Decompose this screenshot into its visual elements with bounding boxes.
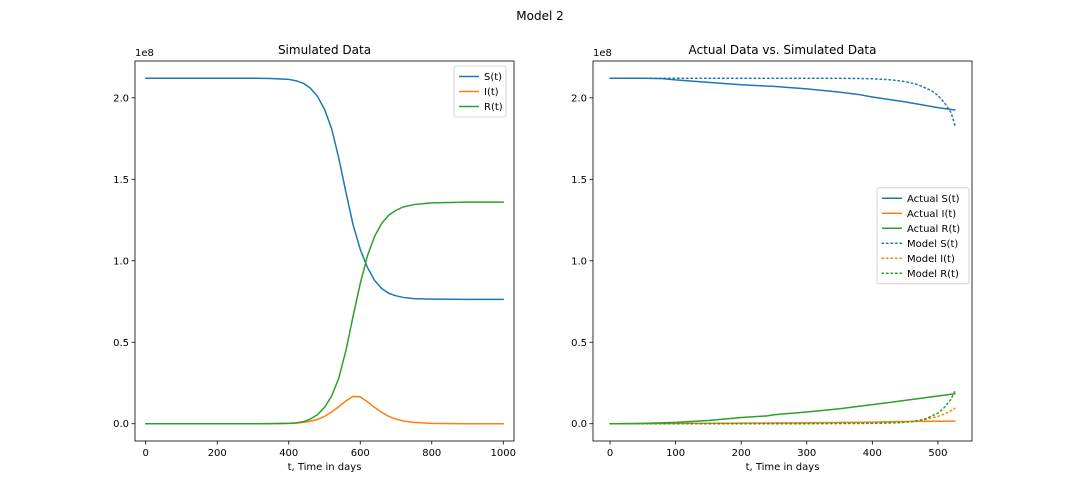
- y-tick-label: 2.0: [113, 93, 129, 104]
- axes-frame: [592, 60, 973, 442]
- legend-label: I(t): [484, 87, 499, 98]
- x-tick-label: 100: [666, 448, 685, 459]
- y-tick-label: 0.0: [113, 419, 129, 430]
- x-tick-label: 300: [797, 448, 816, 459]
- legend-label: Model I(t): [907, 254, 955, 265]
- y-tick-label: 0.5: [113, 338, 129, 349]
- x-tick-label: 0: [143, 448, 149, 459]
- series-group: [144, 77, 505, 425]
- x-tick-label: 200: [208, 448, 227, 459]
- legend-label: Model S(t): [907, 239, 958, 250]
- chart-title: Simulated Data: [278, 43, 371, 57]
- x-tick-label: 0: [607, 448, 613, 459]
- series-line-model-r-t: [609, 390, 956, 425]
- y-tick-label: 0.0: [571, 419, 587, 430]
- y-tick-label: 0.5: [571, 338, 587, 349]
- legend-box: [453, 65, 507, 118]
- y-offset-label: 1e8: [593, 48, 612, 59]
- legend-label: Actual R(t): [907, 224, 960, 235]
- legend-label: S(t): [484, 72, 502, 83]
- x-tick-label: 400: [279, 448, 298, 459]
- legend: Actual S(t) Actual I(t) Actual R(t) Model S…: [876, 187, 970, 285]
- legend-label: R(t): [484, 102, 503, 113]
- chart-title: Actual Data vs. Simulated Data: [689, 43, 877, 57]
- y-tick-label: 1.5: [113, 175, 129, 186]
- legend-box: [876, 187, 970, 285]
- x-tick-label: 800: [422, 448, 441, 459]
- x-tick-label: 1000: [491, 448, 516, 459]
- x-tick-label: 400: [863, 448, 882, 459]
- simulated-data-chart: Simulated Data 0 200 400 600 800 1000 0.0 0.5 1.0…: [113, 43, 516, 473]
- figure-suptitle: Model 2: [516, 9, 563, 23]
- y-tick-label: 1.0: [571, 256, 587, 267]
- x-tick-label: 500: [928, 448, 947, 459]
- actual-vs-simulated-chart: Actual Data vs. Simulated Data 0 100 200 300…: [571, 43, 973, 473]
- series-group: [609, 77, 956, 425]
- axes-frame: [134, 60, 515, 442]
- legend-label: Actual S(t): [907, 194, 960, 205]
- y-tick-label: 1.0: [113, 256, 129, 267]
- y-offset-label: 1e8: [135, 48, 154, 59]
- series-line-actual-r-t: [609, 392, 956, 425]
- series-line-s-t: [144, 77, 505, 301]
- x-tick-label: 600: [351, 448, 370, 459]
- y-tick-label: 2.0: [571, 93, 587, 104]
- legend: S(t) I(t) R(t): [453, 65, 507, 118]
- x-axis-label: t, Time in days: [288, 462, 362, 473]
- legend-label: Actual I(t): [907, 209, 956, 220]
- x-tick-label: 200: [732, 448, 751, 459]
- x-axis-label: t, Time in days: [746, 462, 820, 473]
- series-line-r-t: [144, 201, 505, 425]
- y-tick-label: 1.5: [571, 175, 587, 186]
- series-line-model-s-t: [609, 77, 956, 127]
- legend-label: Model R(t): [907, 269, 959, 280]
